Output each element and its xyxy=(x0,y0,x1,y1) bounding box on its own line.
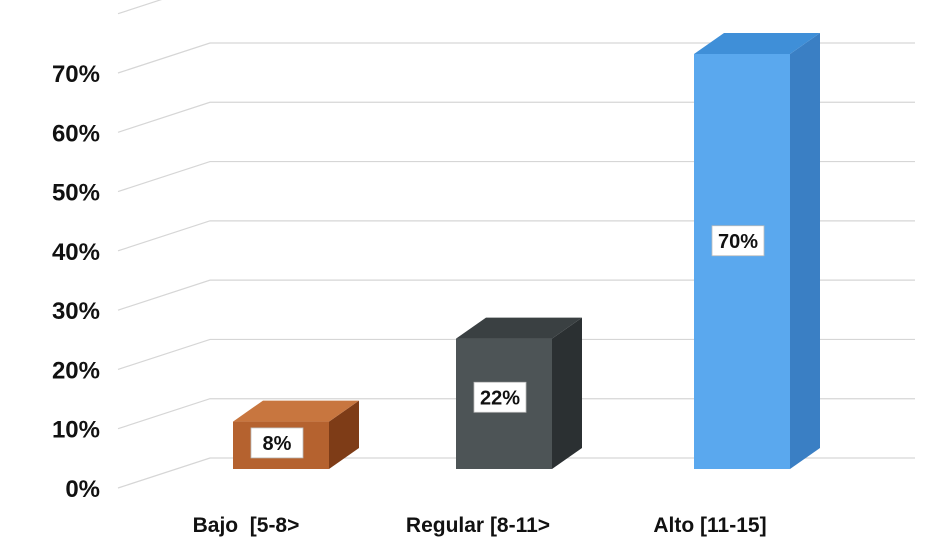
x-category-label: Regular [8-11> xyxy=(406,514,550,537)
gridline xyxy=(117,398,915,430)
bar-side xyxy=(329,400,359,469)
bar: 8% xyxy=(233,400,359,469)
y-tick-label: 0% xyxy=(65,476,100,503)
data-label: 70% xyxy=(711,225,765,257)
x-axis-category-labels: Bajo [5-8> Regular [8-11> Alto [11-15] xyxy=(193,514,767,537)
data-label-box xyxy=(473,381,527,413)
data-label: 22% xyxy=(473,381,527,413)
y-tick-label: 60% xyxy=(52,120,100,147)
data-label: 8% xyxy=(250,427,304,459)
bar-front xyxy=(694,54,790,469)
y-axis-tick-labels: 0% 10% 20% 30% 40% 50% 60% 70% xyxy=(52,61,100,503)
data-label-text: 70% xyxy=(718,231,758,253)
x-category-label: Bajo [5-8> xyxy=(193,514,300,537)
gridline xyxy=(117,279,915,311)
y-tick-label: 30% xyxy=(52,298,100,325)
gridline xyxy=(117,160,915,193)
data-label-box xyxy=(250,427,304,459)
bar: 22% xyxy=(456,317,582,469)
x-category-label: Alto [11-15] xyxy=(653,514,766,537)
gridline xyxy=(117,42,915,74)
gridline xyxy=(117,457,915,489)
y-tick-label: 40% xyxy=(52,239,100,266)
y-tick-label: 10% xyxy=(52,417,100,444)
y-tick-label: 50% xyxy=(52,180,100,207)
bars: 8% 22% 70% xyxy=(233,33,820,469)
y-tick-label: 20% xyxy=(52,357,100,384)
data-label-box xyxy=(711,225,765,257)
bar-top xyxy=(233,400,359,422)
data-label-text: 22% xyxy=(480,387,520,409)
gridline xyxy=(117,101,915,133)
bar-top xyxy=(694,33,820,54)
gridline xyxy=(117,0,162,15)
bar-side xyxy=(790,33,820,469)
gridline xyxy=(117,220,915,252)
gridline xyxy=(117,338,915,370)
bar-side xyxy=(552,317,582,469)
data-label-text: 8% xyxy=(263,433,292,455)
bar: 70% xyxy=(694,33,820,469)
y-tick-label: 70% xyxy=(52,61,100,88)
bar-top xyxy=(456,317,582,339)
gridlines xyxy=(117,0,915,489)
